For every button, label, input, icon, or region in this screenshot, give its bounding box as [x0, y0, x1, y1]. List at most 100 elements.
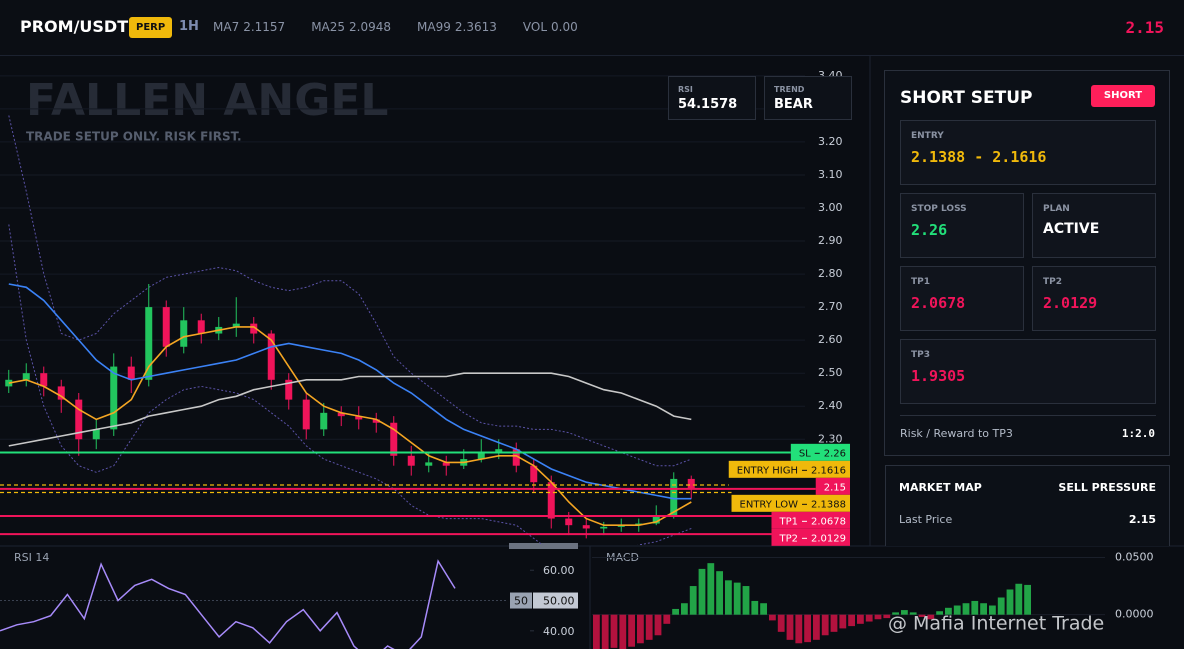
candle-body	[22, 373, 30, 380]
level-name: ENTRY HIGH	[737, 465, 798, 476]
symbol[interactable]: PROM/USDT	[20, 17, 129, 36]
tp-card: TP1 2.0678	[900, 266, 1024, 331]
level-value: 2.26	[824, 448, 846, 459]
level-value: 2.0678	[811, 516, 846, 527]
candle-body	[250, 323, 258, 334]
histogram-bar	[980, 603, 987, 615]
y-tick-label: 2.40	[818, 399, 843, 412]
scroll-handle[interactable]	[509, 543, 578, 549]
card-label: ENTRY	[911, 131, 944, 141]
histogram-bar	[962, 603, 970, 615]
y-tick-label: 60.00	[543, 564, 575, 577]
y-tick-label: 0.0000	[1115, 608, 1154, 621]
y-tick-label: 2.80	[818, 267, 843, 280]
candle-body	[232, 323, 240, 327]
candle-body	[600, 526, 608, 529]
card-label: TP1	[911, 277, 930, 287]
histogram-bar	[997, 597, 1005, 615]
histogram-bar	[610, 614, 618, 648]
histogram-bar	[777, 614, 785, 632]
indicator: MA99 2.3613	[417, 20, 497, 34]
histogram-bar	[813, 614, 820, 640]
indicator-bar: MA7 2.1157 MA25 2.0948 MA99 2.3613 VOL 0.00	[213, 20, 578, 34]
panel-title: SHORT SETUP	[900, 88, 1033, 108]
histogram-bar	[883, 614, 891, 619]
histogram-bar	[989, 605, 996, 615]
indicator-value: 2.3613	[454, 20, 497, 34]
histogram-bar	[742, 586, 750, 615]
info-box: RSI 54.1578	[668, 76, 756, 120]
histogram-bar	[1006, 589, 1014, 615]
level-value: 2.0129	[811, 533, 846, 544]
histogram-bar	[795, 614, 803, 644]
indicator-name: MA7	[213, 20, 240, 34]
indicator-name: VOL	[522, 20, 548, 34]
price-chart: FALLEN ANGEL TRADE SETUP ONLY. RISK FIRS…	[0, 75, 805, 545]
histogram-bar	[901, 610, 908, 615]
candle-body	[127, 366, 135, 380]
indicator-name: MA25	[311, 20, 346, 34]
header: PROM/USDT PERP 1H MA7 2.1157 MA25 2.0948 MA9…	[0, 0, 1184, 56]
histogram-bar	[663, 614, 671, 624]
candle-body	[92, 429, 100, 440]
y-tick-label: 2.70	[818, 300, 843, 313]
candle-body	[670, 478, 678, 516]
candle-body	[635, 523, 643, 526]
card-label: PLAN	[1043, 204, 1070, 214]
level-label-bg	[815, 477, 850, 495]
candle-body	[180, 320, 188, 347]
indicator: VOL 0.00	[523, 20, 578, 34]
histogram-bar	[593, 614, 600, 649]
candle-body	[197, 320, 205, 334]
row-value: 2.15	[1128, 513, 1156, 526]
level-label: 2.0678 TP1	[771, 511, 850, 529]
histogram-bar	[725, 580, 732, 615]
indicator-name: MA99	[417, 20, 451, 34]
ma-line	[8, 326, 692, 526]
candle-body	[652, 515, 660, 524]
candle-body	[512, 449, 520, 466]
candle-body	[477, 452, 485, 460]
histogram-bar	[830, 614, 838, 632]
card-value: 2.0678	[911, 294, 966, 312]
card-value: ACTIVE	[1043, 221, 1100, 237]
histogram-bar	[733, 582, 741, 615]
candle-body	[267, 333, 275, 380]
y-tick-label: 0.0500	[1115, 550, 1154, 563]
level-label: 2.26 SL	[790, 443, 850, 461]
info-label: RSI	[678, 85, 693, 94]
histogram-bar	[848, 614, 855, 627]
last-price: 2.15	[1125, 18, 1164, 37]
y-tick-label: 2.60	[818, 333, 843, 346]
rr-label: Risk / Reward to TP3	[900, 427, 1013, 440]
level-label-bg	[771, 528, 850, 546]
candle-body	[547, 482, 555, 519]
histogram-bar	[645, 614, 653, 640]
histogram-bar	[874, 614, 882, 620]
level-label: 2.1616 ENTRY HIGH	[728, 460, 850, 478]
level-label: 2.1388 ENTRY LOW	[731, 494, 850, 512]
histogram-bar	[1024, 584, 1031, 615]
level-label-bg	[731, 494, 850, 512]
histogram-bar	[971, 600, 979, 615]
histogram-bar	[821, 614, 829, 636]
rsi-plot	[0, 559, 456, 649]
entry-card: ENTRY 2.1388 - 2.1616	[900, 120, 1156, 185]
histogram-bar	[927, 614, 935, 620]
direction-badge: SHORT	[1091, 85, 1155, 107]
histogram-bar	[769, 614, 776, 621]
level-label: 2.0129 TP2	[771, 528, 850, 546]
histogram-bar	[857, 614, 864, 624]
histogram-bar	[654, 614, 662, 636]
level-name: SL	[799, 448, 811, 459]
interval[interactable]: 1H	[179, 19, 199, 34]
midline-tag: 50	[514, 595, 528, 608]
trade-levels: 2.26 SL2.1616 ENTRY HIGH 2.15 2.1388 ENTRY LO…	[0, 443, 850, 546]
histogram-bar	[909, 612, 917, 615]
candle-body	[582, 525, 590, 529]
tp-card: TP3 1.9305	[900, 339, 1156, 404]
rr-value: 1:2.0	[1121, 427, 1155, 440]
candle-body	[145, 307, 153, 380]
